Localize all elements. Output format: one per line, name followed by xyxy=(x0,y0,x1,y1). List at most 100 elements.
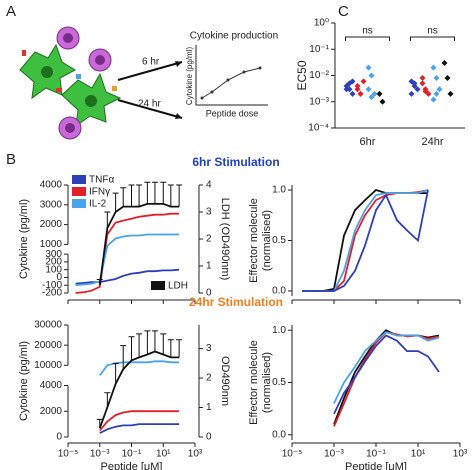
series-line xyxy=(75,212,180,294)
bracket xyxy=(410,36,455,41)
error-bar xyxy=(120,345,127,370)
error-bar xyxy=(151,181,158,204)
point xyxy=(441,59,448,66)
time-label: 6 hr xyxy=(142,57,160,68)
y2-axis-label: LDH (OD490nm) xyxy=(219,198,231,281)
series-line xyxy=(98,350,180,429)
y-tick-label: 3000 xyxy=(40,199,63,210)
point xyxy=(430,64,437,71)
y-tick-label: 4000 xyxy=(40,180,63,191)
point xyxy=(349,78,356,85)
x-tick-label: 10³ xyxy=(453,449,468,460)
series-line xyxy=(75,233,180,287)
series-line xyxy=(99,423,180,434)
series-line xyxy=(302,189,429,292)
point xyxy=(419,75,426,82)
y2-tick-label: 2 xyxy=(206,373,212,384)
point xyxy=(357,90,364,97)
y-axis-label: Effector molecule(normalised) xyxy=(248,198,273,283)
point xyxy=(354,82,361,89)
y-tick-label: 1000 xyxy=(40,239,63,250)
schematic-title: Cytokine production xyxy=(190,31,278,42)
y2-tick-label: 1 xyxy=(206,261,212,272)
point xyxy=(408,90,415,97)
point xyxy=(368,72,375,79)
error-bar xyxy=(128,184,135,207)
y2-axis-label: OD490nm xyxy=(219,356,231,406)
error-bar xyxy=(120,187,127,207)
y-tick-label: 10⁻² xyxy=(309,70,329,81)
point xyxy=(436,86,443,93)
error-bar xyxy=(160,181,167,204)
legend-swatch xyxy=(72,187,86,196)
x-tick-label: 10⁻³ xyxy=(90,449,110,460)
point xyxy=(368,94,375,101)
chart-title: 24hr Stimulation xyxy=(189,295,283,309)
series-line xyxy=(98,203,180,286)
point xyxy=(379,98,386,105)
point xyxy=(371,90,378,97)
error-bar xyxy=(144,181,151,204)
series-line xyxy=(313,188,428,292)
y-tick-label: 0.5 xyxy=(272,377,286,388)
legend-swatch xyxy=(151,281,165,290)
legend-label: IFNγ xyxy=(89,187,110,198)
y2-tick-label: 1 xyxy=(206,402,212,413)
x-tick-label: 10⁻⁵ xyxy=(282,449,303,460)
y-tick-label: 0 xyxy=(56,272,62,283)
point xyxy=(343,82,350,89)
error-bar xyxy=(136,333,143,358)
x-tick-label: 10¹ xyxy=(156,449,171,460)
point xyxy=(411,80,418,87)
annotation: ns xyxy=(427,26,438,37)
error-bar xyxy=(167,339,174,358)
y2-tick-label: 0 xyxy=(206,432,212,443)
y-tick-label: 2000 xyxy=(40,219,63,230)
point xyxy=(430,96,437,103)
y-tick-label: 10⁻⁴ xyxy=(308,123,329,134)
y-tick-label: 0.0 xyxy=(272,429,286,440)
x-tick-label: 24hr xyxy=(421,136,443,148)
y-tick-label: 30000 xyxy=(34,320,62,331)
annotation: ns xyxy=(362,26,373,37)
y-tick-label: 10⁻³ xyxy=(309,96,329,107)
y-tick-label: 200 xyxy=(45,257,62,268)
error-bar xyxy=(128,336,135,361)
panel-label: A xyxy=(6,3,16,20)
error-bar xyxy=(136,184,143,207)
y-axis-label: EC50 xyxy=(295,60,309,90)
y-tick-label: 0 xyxy=(56,432,62,443)
time-label: 24 hr xyxy=(138,99,161,110)
y-tick-label: 20000 xyxy=(34,340,62,351)
y2-tick-label: 2 xyxy=(206,234,212,245)
point xyxy=(354,86,361,93)
y-tick-label: 2000 xyxy=(40,406,63,417)
y-tick-label: 1.0 xyxy=(272,325,286,336)
error-bar xyxy=(151,330,158,352)
y-axis-label: Cytokine (pg/ml) xyxy=(18,341,30,421)
legend-swatch xyxy=(72,175,86,184)
legend-swatch xyxy=(72,199,86,208)
point xyxy=(376,90,383,97)
error-bar xyxy=(104,211,111,229)
series-line xyxy=(99,360,180,376)
y-tick-label: 10000 xyxy=(34,360,62,371)
x-tick-label: 10³ xyxy=(188,449,203,460)
x-tick-label: 10¹ xyxy=(411,449,426,460)
legend-label: IL-2 xyxy=(89,199,107,210)
y-tick-label: 10⁰ xyxy=(314,18,329,29)
error-bar xyxy=(144,330,151,355)
series-line xyxy=(333,331,440,427)
chart-title: 6hr Stimulation xyxy=(192,155,279,169)
panel-label: C xyxy=(338,3,349,20)
schematic-xlabel: Peptide dose xyxy=(206,108,259,118)
error-bar xyxy=(112,192,119,212)
panel-label: B xyxy=(6,151,16,168)
series-line xyxy=(333,329,440,425)
legend-label: LDH xyxy=(168,281,188,292)
point xyxy=(349,90,356,97)
bracket xyxy=(345,36,390,41)
y-tick-label: -100 xyxy=(42,280,62,291)
